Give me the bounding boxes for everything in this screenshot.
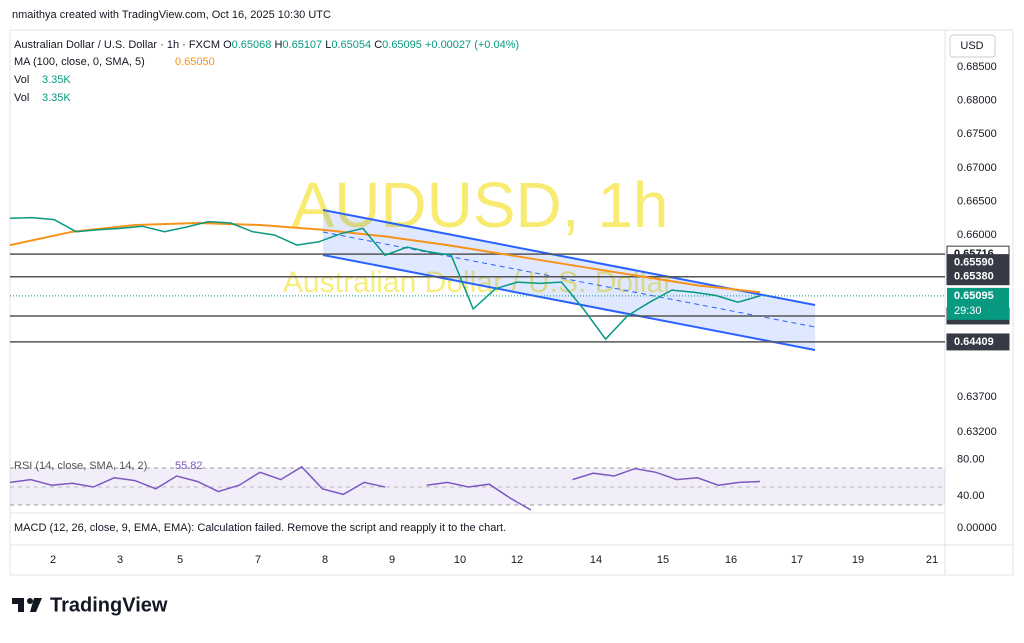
- price-tick: 0.67500: [957, 128, 997, 140]
- ohlc-key: H: [274, 39, 282, 51]
- change: +0.00027 (+0.04%): [425, 39, 519, 51]
- time-label: 5: [177, 554, 183, 566]
- level-label: 0.65380: [954, 271, 994, 283]
- price-tick: 0.66000: [957, 229, 997, 241]
- ohlc-key: C: [374, 39, 382, 51]
- channel-bottom: [322, 254, 816, 351]
- vol-label: Vol: [14, 74, 29, 86]
- level-label: 0.65716: [954, 248, 994, 260]
- level-box: [946, 333, 1010, 351]
- time-label: 21: [926, 554, 938, 566]
- rsi-value: 55.82: [175, 460, 203, 472]
- last-box: [947, 287, 1009, 320]
- price-tick: 0.68500: [957, 61, 997, 73]
- symbol: Australian Dollar / U.S. Dollar · 1h · F…: [14, 39, 223, 51]
- last-label: 0.65095: [954, 290, 994, 302]
- logo: [12, 598, 42, 612]
- ohlc-key: L: [325, 39, 331, 51]
- level-label: 0.64409: [954, 336, 994, 348]
- time-label: 16: [725, 554, 737, 566]
- ohlc-value: 0.65107: [282, 39, 325, 51]
- rsi-tick: 40.00: [957, 490, 985, 502]
- time-label: 3: [117, 554, 123, 566]
- time-label: 7: [255, 554, 261, 566]
- time-label: 8: [322, 554, 328, 566]
- footer-brand: TradingView: [50, 594, 168, 616]
- macd-label: MACD (12, 26, close, 9, EMA, EMA): Calcu…: [14, 522, 506, 534]
- time-label: 15: [657, 554, 669, 566]
- time-label: 2: [50, 554, 56, 566]
- vol-value: 3.35K: [42, 74, 71, 86]
- price-line: [9, 216, 761, 341]
- price-tick: 0.67000: [957, 162, 997, 174]
- level-label: 0.65590: [954, 257, 994, 269]
- level-box: [946, 268, 1010, 286]
- currency-button[interactable]: [949, 34, 996, 58]
- time-label: 17: [791, 554, 803, 566]
- ohlc-key: O: [223, 39, 232, 51]
- volume-tick: 0.63700: [957, 391, 997, 403]
- time-label: 9: [389, 554, 395, 566]
- watermark-title: AUDUSD, 1h: [292, 169, 669, 241]
- macd-tick: 0.00000: [957, 522, 997, 534]
- header: nmaithya created with TradingView.com, O…: [12, 9, 331, 21]
- legend-line: Australian Dollar / U.S. Dollar · 1h · F…: [14, 39, 519, 51]
- ma-line: [9, 221, 761, 294]
- vol-value: 3.35K: [42, 92, 71, 104]
- chart-frame: [9, 29, 1014, 576]
- time-label: 19: [852, 554, 864, 566]
- price-tick: 0.66500: [957, 195, 997, 207]
- ohlc-value: 0.65095: [382, 39, 425, 51]
- rsi-line: [9, 465, 761, 511]
- time-label: 10: [454, 554, 466, 566]
- ohlc-value: 0.65054: [331, 39, 374, 51]
- time-label: 12: [511, 554, 523, 566]
- ma-label: MA (100, close, 0, SMA, 5): [14, 56, 145, 68]
- rsi-label: RSI (14, close, SMA, 14, 2): [14, 460, 147, 472]
- ohlc-value: 0.65068: [232, 39, 275, 51]
- price-tick: 0.68000: [957, 95, 997, 107]
- rsi-tick: 80.00: [957, 453, 985, 465]
- currency[interactable]: USD: [960, 40, 983, 52]
- volume-tick: 0.63200: [957, 426, 997, 438]
- ma-value: 0.65050: [175, 56, 215, 68]
- time-label: 14: [590, 554, 602, 566]
- countdown: 29:30: [954, 305, 982, 317]
- vol-label: Vol: [14, 92, 29, 104]
